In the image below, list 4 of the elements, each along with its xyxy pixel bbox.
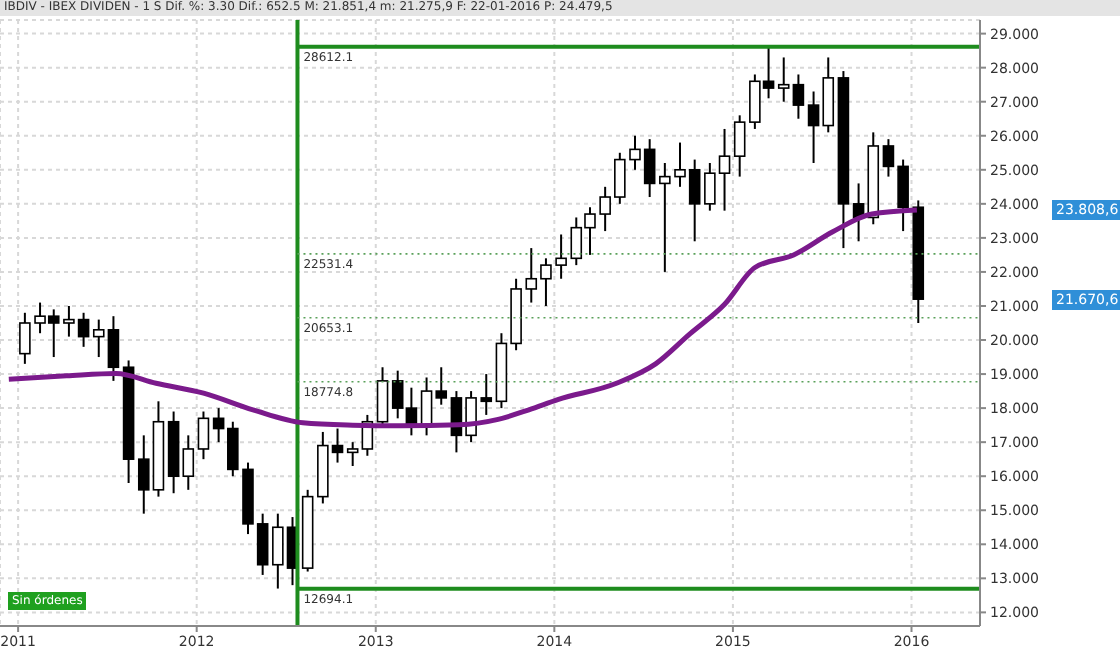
candlestick — [346, 441, 359, 467]
candlestick — [197, 410, 210, 461]
candlestick — [733, 114, 746, 178]
candlestick — [376, 366, 389, 427]
